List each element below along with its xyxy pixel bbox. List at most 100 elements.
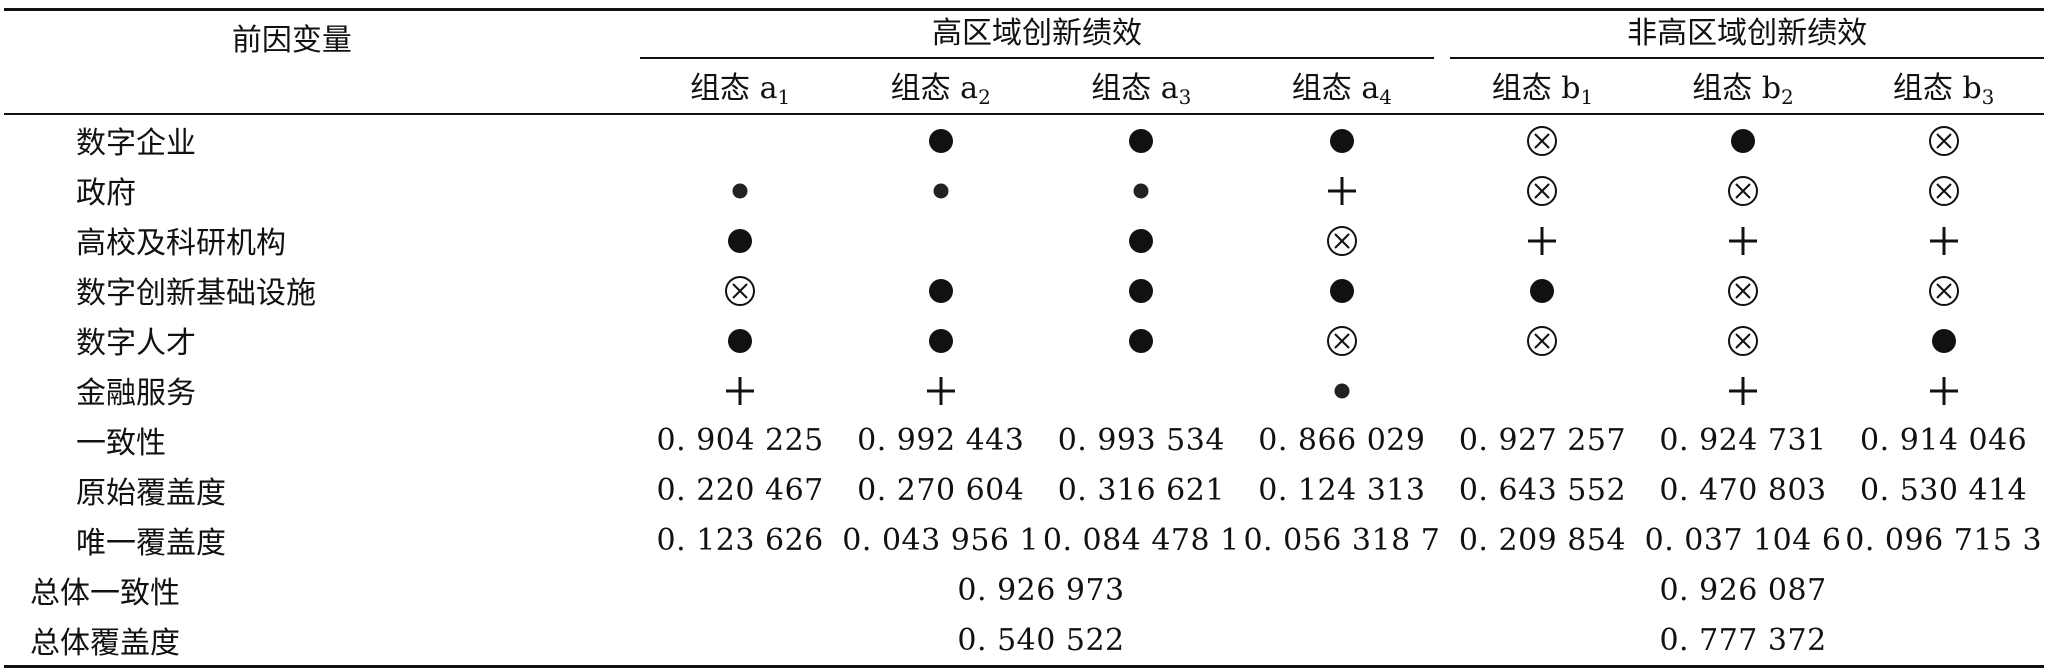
core-present-dot-icon <box>1129 129 1154 153</box>
row-label: 政府 <box>76 176 136 211</box>
condition-cell <box>1442 215 1643 265</box>
config-header: 组态 b3 <box>1843 59 2044 115</box>
core-present-dot-icon <box>1931 329 1956 353</box>
condition-cell <box>840 265 1041 315</box>
absent-circled-x-icon <box>1728 326 1759 356</box>
metric-value: 0. 643 552 <box>1458 472 1627 508</box>
peripheral-present-dot-icon <box>1133 183 1149 199</box>
condition-cell <box>1242 215 1443 265</box>
absent-circled-x-icon <box>1728 176 1759 206</box>
peripheral-absent-plus-icon <box>1729 377 1758 405</box>
peripheral-absent-plus-icon <box>1929 377 1958 405</box>
core-present-dot-icon <box>1329 279 1354 303</box>
corner-header: 前因变量 <box>4 8 640 115</box>
condition-cell <box>840 315 1041 365</box>
condition-cell <box>840 165 1041 215</box>
row-label: 数字人才 <box>76 326 196 361</box>
absent-circled-x-icon <box>1728 276 1759 306</box>
core-present-dot-icon <box>928 279 953 303</box>
absent-circled-x-icon <box>1326 326 1357 356</box>
metric-value: 0. 096 715 3 <box>1845 522 2043 558</box>
table-body: 数字企业 政府 高校及科研机构 数字创新基础设施 数字人才 金融服务 一致性 0. 904 2… <box>4 114 2044 668</box>
condition-cell <box>1643 365 1844 415</box>
core-present-dot-icon <box>1129 329 1154 353</box>
config-header: 组态 a1 <box>639 59 841 115</box>
core-present-dot-icon <box>1129 229 1154 253</box>
absent-circled-x-icon <box>1527 326 1558 356</box>
condition-cell <box>1041 215 1242 265</box>
row-label: 数字创新基础设施 <box>76 276 316 311</box>
header-row-groups: 前因变量 高区域创新绩效 非高区域创新绩效 <box>4 8 2044 115</box>
metric-value: 0. 993 534 <box>1057 422 1225 458</box>
condition-cell <box>1041 165 1242 215</box>
condition-cell <box>840 365 1041 415</box>
peripheral-present-dot-icon <box>732 183 748 199</box>
condition-row: 金融服务 <box>4 365 2044 415</box>
condition-cell <box>1041 114 1242 165</box>
configuration-table: 前因变量 高区域创新绩效 非高区域创新绩效 组态 a1 组态 a2 组态 a3 … <box>4 8 2044 668</box>
group-header-nonhigh: 非高区域创新绩效 <box>1442 8 2044 59</box>
condition-cell <box>1843 265 2044 315</box>
peripheral-absent-plus-icon <box>1929 227 1958 255</box>
condition-cell <box>1041 265 1242 315</box>
condition-row: 数字人才 <box>4 315 2044 365</box>
config-header: 组态 b1 <box>1442 59 1643 115</box>
absent-circled-x-icon <box>725 276 756 306</box>
metric-row: 一致性 0. 904 225 0. 992 443 0. 993 534 0. 866 … <box>4 415 2044 465</box>
peripheral-absent-plus-icon <box>1327 177 1356 205</box>
core-present-dot-icon <box>1329 129 1354 153</box>
metric-value: 0. 123 626 <box>656 522 824 558</box>
condition-cell <box>840 114 1041 165</box>
metric-value: 0. 924 731 <box>1659 422 1827 458</box>
absent-circled-x-icon <box>1928 126 1959 156</box>
condition-cell <box>1843 165 2044 215</box>
row-label: 一致性 <box>76 426 166 461</box>
metric-value: 0. 220 467 <box>656 472 824 508</box>
condition-cell <box>640 315 841 365</box>
metric-value: 0. 927 257 <box>1458 422 1627 458</box>
config-header: 组态 a2 <box>840 59 1042 115</box>
condition-cell <box>1242 165 1443 215</box>
group-header-high: 高区域创新绩效 <box>639 8 1443 59</box>
condition-cell <box>1442 114 1643 165</box>
condition-cell <box>1643 165 1844 215</box>
overall-value-nonhigh: 0. 777 372 <box>1442 615 2044 668</box>
core-present-dot-icon <box>928 129 953 153</box>
peripheral-absent-plus-icon <box>926 377 955 405</box>
header-row-configurations: 组态 a1 组态 a2 组态 a3 组态 a4 组态 b1 组态 b2 组态 b… <box>4 59 2044 115</box>
condition-cell <box>1442 365 1643 415</box>
condition-cell <box>1843 365 2044 415</box>
condition-cell <box>840 215 1041 265</box>
overall-value-high: 0. 540 522 <box>639 615 1443 668</box>
condition-row: 数字企业 <box>4 114 2044 165</box>
row-label: 总体覆盖度 <box>4 615 640 668</box>
metric-value: 0. 530 414 <box>1860 472 2028 508</box>
core-present-dot-icon <box>1530 279 1555 303</box>
condition-cell <box>1242 315 1443 365</box>
condition-cell <box>1643 265 1844 315</box>
peripheral-absent-plus-icon <box>1729 227 1758 255</box>
condition-row: 数字创新基础设施 <box>4 265 2044 315</box>
metric-value: 0. 084 478 1 <box>1042 522 1240 558</box>
peripheral-present-dot-icon <box>933 183 949 199</box>
condition-cell <box>1843 315 2044 365</box>
metric-value: 0. 037 104 6 <box>1644 522 1842 558</box>
row-label: 唯一覆盖度 <box>76 526 226 561</box>
row-label: 数字企业 <box>76 126 196 161</box>
condition-cell <box>640 265 841 315</box>
absent-circled-x-icon <box>1326 226 1357 256</box>
overall-row: 总体一致性 0. 926 973 0. 926 087 <box>4 565 2044 615</box>
metric-value: 0. 209 854 <box>1458 522 1627 558</box>
condition-cell <box>1041 365 1242 415</box>
condition-cell <box>1242 114 1443 165</box>
config-header: 组态 a3 <box>1041 59 1242 115</box>
metric-value: 0. 904 225 <box>656 422 824 458</box>
metric-value: 0. 316 621 <box>1057 472 1225 508</box>
core-present-dot-icon <box>728 329 753 353</box>
core-present-dot-icon <box>1129 279 1154 303</box>
peripheral-absent-plus-icon <box>726 377 755 405</box>
metric-value: 0. 124 313 <box>1258 472 1426 508</box>
overall-value-nonhigh: 0. 926 087 <box>1659 572 1827 608</box>
